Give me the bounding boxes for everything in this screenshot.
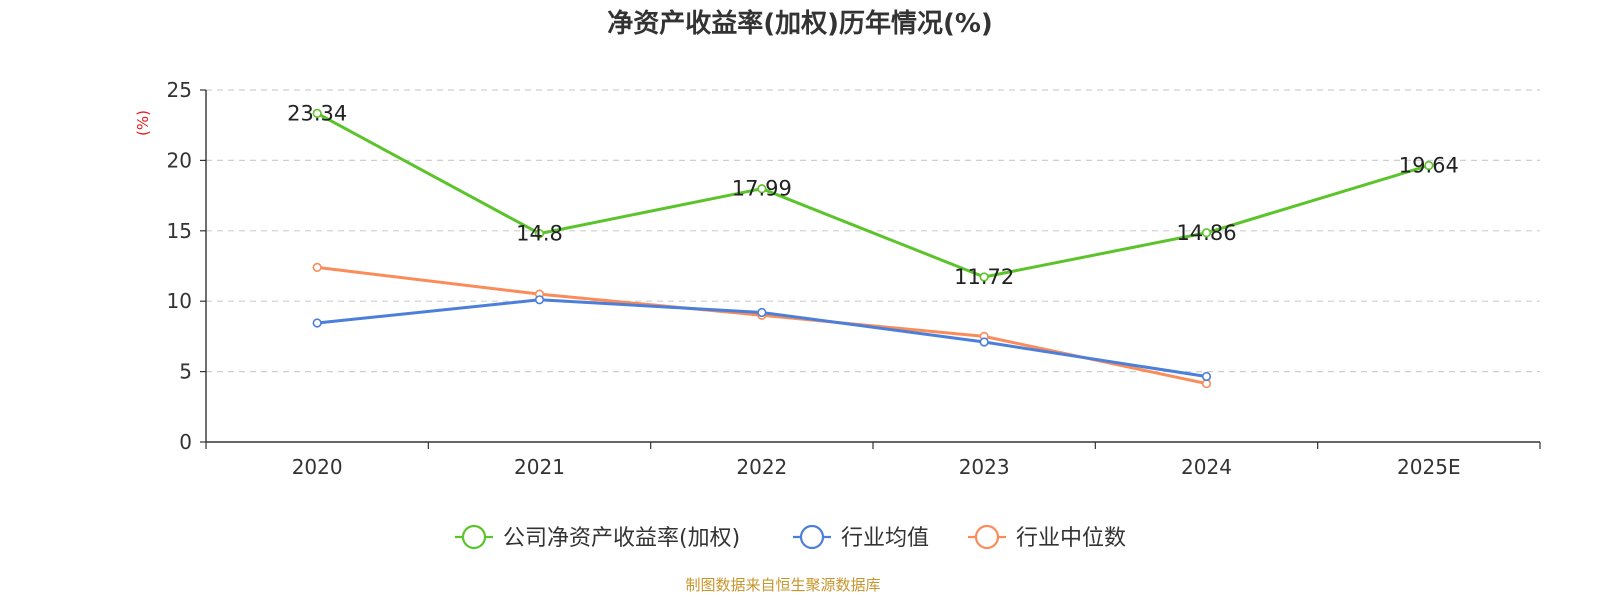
- x-tick-label: 2023: [959, 455, 1010, 479]
- y-tick-label: 0: [179, 430, 192, 454]
- data-labels: 23.34 14.8 17.99 11.72 14.86 19.64: [287, 101, 1459, 289]
- legend-label: 行业中位数: [1016, 526, 1126, 551]
- data-point[interactable]: [312, 262, 322, 273]
- y-tick-label: 25: [167, 78, 192, 102]
- data-point[interactable]: [979, 272, 989, 282]
- data-label: 14.8: [516, 222, 563, 246]
- legend-item-0[interactable]: 公司净资产收益率(加权): [455, 524, 740, 551]
- legend-item-1[interactable]: 行业均值: [793, 524, 929, 551]
- y-axis-unit: (%): [134, 110, 152, 136]
- chart-title: 净资产收益率(加权)历年情况(%): [607, 8, 993, 39]
- series-line-2: [316, 265, 1207, 386]
- x-tick-label: 2024: [1181, 455, 1232, 479]
- y-tick-label: 15: [167, 219, 192, 243]
- legend-marker-icon: [974, 524, 1000, 550]
- x-tick-label: 2020: [292, 455, 343, 479]
- x-tick-label: 2022: [736, 455, 787, 479]
- series-line-0: [316, 112, 1430, 279]
- grid-lines: [206, 89, 1540, 373]
- legend[interactable]: 公司净资产收益率(加权) 行业均值 行业中位数: [455, 524, 1126, 551]
- series-lines: [312, 108, 1434, 389]
- data-point[interactable]: [1201, 228, 1212, 238]
- y-tick-label: 5: [179, 360, 192, 384]
- legend-marker-icon: [461, 524, 487, 550]
- data-point[interactable]: [534, 295, 545, 305]
- data-point[interactable]: [757, 307, 767, 318]
- y-tick-label: 20: [167, 148, 192, 172]
- y-tick-label: 10: [167, 289, 192, 313]
- data-point[interactable]: [757, 184, 767, 194]
- data-label: 19.64: [1399, 153, 1459, 177]
- x-tick-label: 2021: [514, 455, 565, 479]
- legend-label: 公司净资产收益率(加权): [503, 526, 740, 551]
- data-label: 17.99: [732, 177, 792, 201]
- data-point[interactable]: [1201, 371, 1212, 382]
- data-point[interactable]: [979, 337, 989, 347]
- data-label: 11.72: [954, 265, 1014, 289]
- source-note: 制图数据来自恒生聚源数据库: [685, 576, 880, 594]
- data-point[interactable]: [534, 229, 545, 239]
- axes: 0 5 10 15 20 25 2020 2021 2022 2023 2024 2025E: [167, 78, 1541, 479]
- data-point[interactable]: [312, 318, 322, 328]
- legend-item-2[interactable]: 行业中位数: [968, 524, 1126, 551]
- data-label: 23.34: [287, 101, 347, 125]
- data-point[interactable]: [1424, 160, 1434, 171]
- x-tick-label: 2025E: [1397, 455, 1461, 479]
- data-label: 14.86: [1176, 221, 1236, 245]
- legend-marker-icon: [799, 524, 825, 550]
- legend-label: 行业均值: [841, 526, 929, 551]
- data-point[interactable]: [312, 108, 322, 118]
